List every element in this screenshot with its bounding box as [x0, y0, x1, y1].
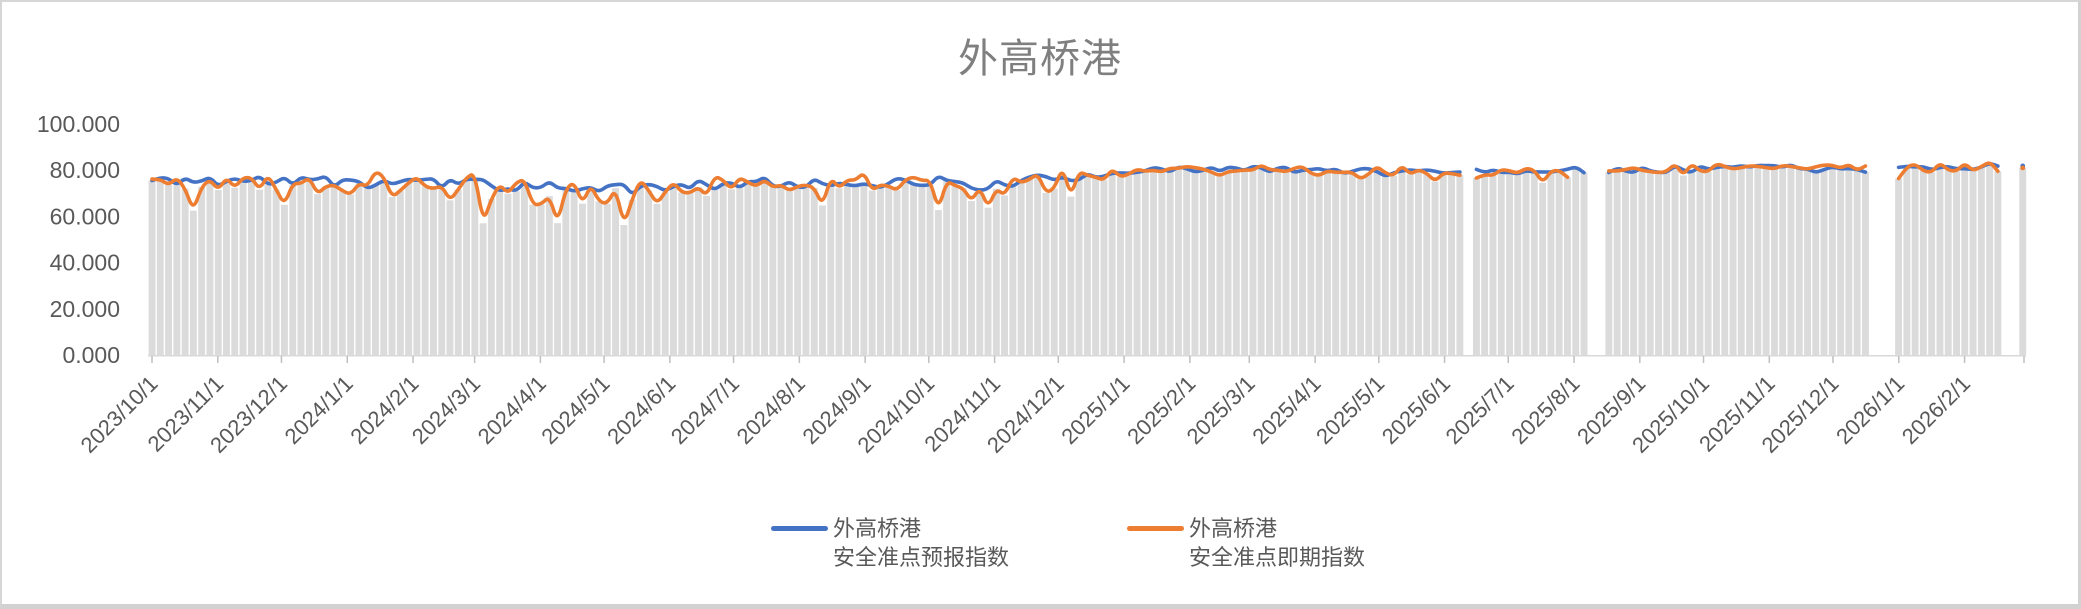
y-tick-label: 0.000 [62, 342, 120, 368]
x-tick-label: 2025/6/1 [1377, 371, 1455, 449]
chart-title: 外高桥港 [958, 37, 1122, 81]
legend-label-forecast: 外高桥港 安全准点预报指数 [833, 514, 1009, 572]
x-tick-label: 2024/7/1 [666, 371, 744, 449]
legend-entry-forecast: 外高桥港 安全准点预报指数 [770, 514, 1009, 572]
x-tick-label: 2024/4/1 [473, 371, 551, 449]
x-tick-label: 2025/1/1 [1056, 371, 1134, 449]
legend-label-forecast-line2: 安全准点预报指数 [832, 545, 1009, 570]
x-tick-label: 2024/8/1 [732, 371, 810, 449]
y-tick-label: 80.000 [50, 157, 120, 183]
y-tick-label: 40.000 [50, 250, 120, 276]
x-tick-label: 2025/4/1 [1247, 371, 1325, 449]
x-tick-label: 2025/7/1 [1441, 371, 1519, 449]
y-tick-label: 100.000 [37, 111, 120, 137]
x-tick-label: 2025/5/1 [1311, 371, 1389, 449]
x-tick-label: 2026/1/1 [1831, 371, 1909, 449]
y-tick-label: 60.000 [50, 203, 120, 229]
legend: 外高桥港 安全准点预报指数 外高桥港 安全准点即期指数 [2, 514, 2078, 572]
legend-label-spot: 外高桥港 安全准点即期指数 [1189, 514, 1365, 572]
x-tick-label: 2024/5/1 [536, 371, 614, 449]
background-columns [148, 163, 2027, 355]
series-lines [150, 161, 2026, 220]
y-tick-label: 20.000 [50, 296, 120, 322]
legend-label-forecast-line1: 外高桥港 [832, 516, 921, 541]
x-tick-label: 2024/1/1 [280, 371, 358, 449]
x-tick-label: 2026/2/1 [1897, 371, 1975, 449]
legend-marker-spot-line-icon [1127, 526, 1184, 531]
x-tick-label: 2024/3/1 [407, 371, 485, 449]
legend-label-spot-line1: 外高桥港 [1189, 516, 1278, 541]
legend-entry-spot: 外高桥港 安全准点即期指数 [1127, 514, 1365, 572]
legend-label-spot-line2: 安全准点即期指数 [1189, 545, 1366, 570]
series-line-spot [150, 161, 2026, 220]
x-tick-label: 2024/6/1 [602, 371, 680, 449]
legend-marker-forecast-line-icon [770, 526, 828, 531]
x-tick-label: 2025/8/1 [1506, 371, 1584, 449]
